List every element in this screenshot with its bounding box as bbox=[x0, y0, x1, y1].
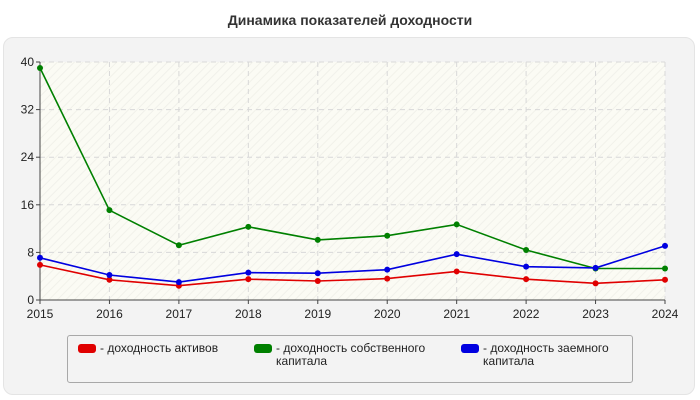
data-point bbox=[314, 236, 321, 243]
y-tick-label: 24 bbox=[21, 150, 35, 164]
data-point bbox=[523, 276, 530, 283]
data-point bbox=[106, 272, 113, 279]
legend-item-equity: - доходность собственного капитала bbox=[254, 342, 444, 368]
data-point bbox=[384, 275, 391, 282]
y-tick-label: 40 bbox=[21, 55, 35, 69]
x-tick-label: 2023 bbox=[582, 307, 609, 321]
chart-title: Динамика показателей доходности bbox=[227, 12, 473, 28]
data-point bbox=[592, 264, 599, 271]
data-point bbox=[662, 276, 668, 283]
data-point bbox=[662, 265, 668, 272]
series-line-1 bbox=[39, 67, 665, 270]
y-tick-label: 32 bbox=[21, 103, 35, 117]
series-0 bbox=[37, 261, 668, 289]
data-point bbox=[453, 251, 460, 258]
data-point bbox=[523, 247, 530, 254]
legend-swatch-assets bbox=[78, 344, 96, 353]
x-tick-label: 2020 bbox=[374, 307, 401, 321]
data-point bbox=[384, 232, 391, 239]
x-tick-label: 2016 bbox=[96, 307, 123, 321]
legend-label-equity: - доходность собственного капитала bbox=[276, 341, 426, 368]
series-line-2 bbox=[39, 245, 666, 283]
data-point bbox=[37, 254, 43, 261]
legend-swatch-equity bbox=[254, 344, 272, 353]
data-point bbox=[37, 261, 43, 268]
data-point bbox=[106, 207, 113, 214]
y-tick-label: 8 bbox=[27, 245, 34, 259]
data-point bbox=[37, 64, 43, 71]
x-tick-label: 2015 bbox=[27, 307, 54, 321]
data-point bbox=[106, 276, 113, 283]
data-point bbox=[175, 279, 182, 286]
x-tick-label: 2017 bbox=[166, 307, 193, 321]
data-point bbox=[384, 266, 391, 273]
series-layer bbox=[37, 64, 668, 289]
data-point bbox=[245, 269, 252, 276]
legend-item-debt: - доходность заемного капитала bbox=[461, 342, 631, 368]
x-tick-label: 2022 bbox=[513, 307, 540, 321]
y-tick-label: 16 bbox=[21, 198, 35, 212]
data-point bbox=[314, 270, 321, 277]
y-tick-label: 0 bbox=[27, 293, 34, 307]
legend-swatch-debt bbox=[461, 344, 479, 353]
data-point bbox=[245, 276, 252, 283]
data-point bbox=[662, 242, 668, 249]
x-tick-label: 2018 bbox=[235, 307, 262, 321]
series-2 bbox=[37, 242, 668, 286]
data-point bbox=[453, 268, 460, 275]
data-point bbox=[175, 242, 182, 249]
legend-label-debt: - доходность заемного капитала bbox=[483, 341, 609, 368]
grid-lines bbox=[40, 61, 666, 300]
x-tick-label: 2021 bbox=[443, 307, 470, 321]
legend: - доходность активов - доходность собств… bbox=[67, 335, 633, 383]
axes: 0 8 16 24 32 40 2015 2016 2017 2018 2019 2020 2021 20… bbox=[21, 55, 679, 321]
plot-area bbox=[40, 62, 665, 300]
data-point bbox=[314, 277, 321, 284]
data-point bbox=[453, 221, 460, 228]
data-point bbox=[592, 280, 599, 287]
series-line-0 bbox=[39, 264, 666, 287]
x-tick-label: 2024 bbox=[652, 307, 679, 321]
x-tick-label: 2019 bbox=[304, 307, 331, 321]
data-point bbox=[245, 223, 252, 230]
legend-item-assets: - доходность активов bbox=[78, 342, 248, 355]
data-point bbox=[523, 263, 530, 270]
legend-label-assets: - доходность активов bbox=[100, 341, 219, 355]
